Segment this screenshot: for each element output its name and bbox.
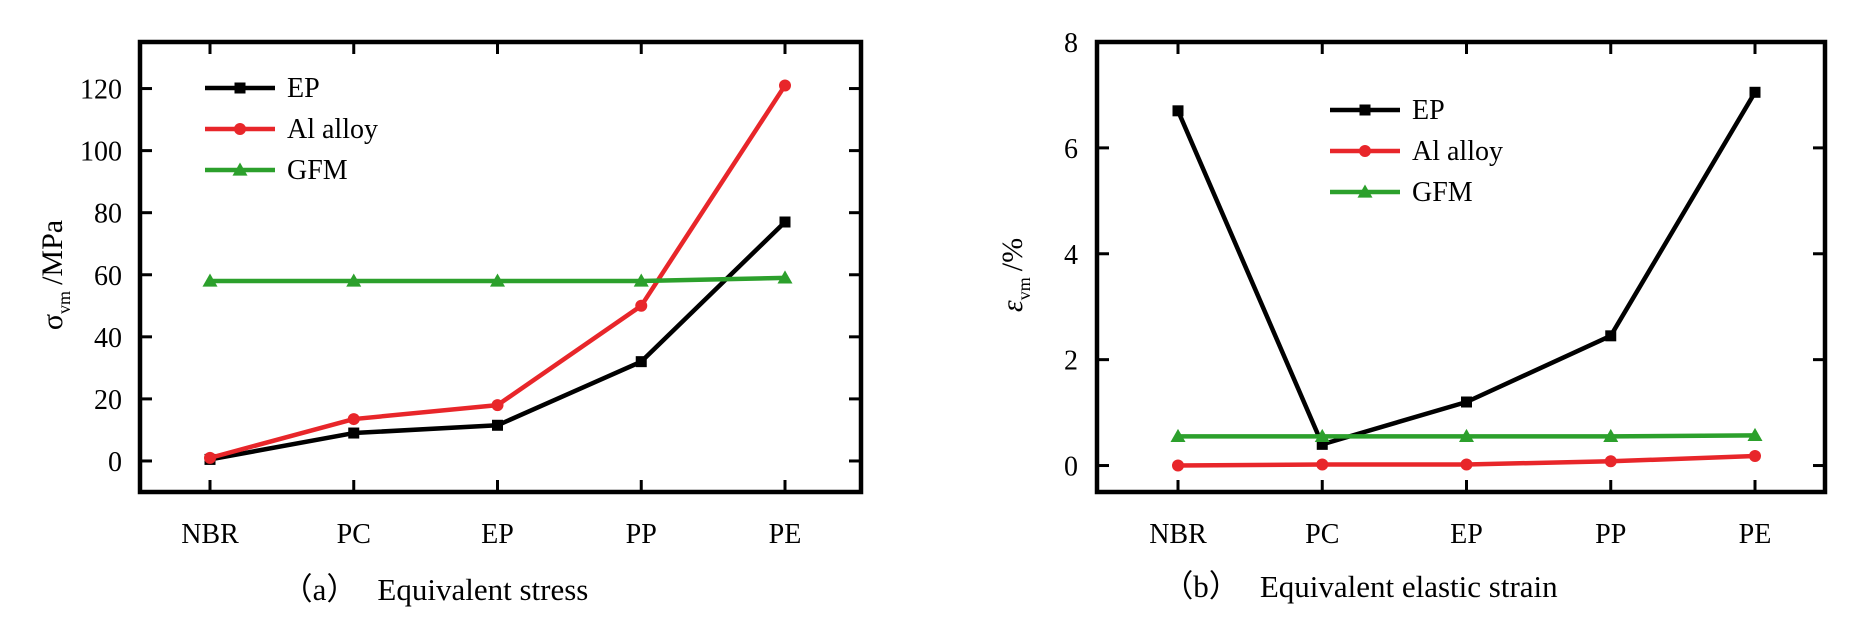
y-tick-label: 120 [80,75,122,106]
data-point-gfm [633,273,649,287]
caption-text: Equivalent stress [377,572,588,607]
legend-marker [1359,104,1371,116]
data-point-gfm [1314,428,1330,443]
y-tick-label: 2 [1064,346,1078,377]
plot-frame [137,39,864,495]
data-point-ep [779,216,791,228]
legend-marker [1359,145,1371,157]
y-axis-subscript: vm [1014,277,1034,300]
data-point-gfm [777,270,793,284]
data-point-al-alloy [1460,458,1473,471]
y-tick-label: 80 [94,199,122,230]
y-axis-label: σvm/MPa [36,220,74,330]
data-point-ep [1316,438,1328,450]
legend-marker [234,123,246,135]
y-axis-symbol: σ [36,314,69,330]
x-tick-label: PE [769,519,802,550]
data-point-al-alloy [1172,459,1184,472]
data-point-ep [1172,105,1184,117]
legend-label: Al alloy [1412,136,1503,167]
data-point-al-alloy [1316,458,1329,471]
y-tick-label: 0 [108,447,122,478]
x-tick-label: PE [1739,519,1772,550]
y-tick-label: 20 [94,385,122,416]
y-axis-label: εvm /% [996,238,1034,312]
legend-label: Al alloy [287,114,378,145]
legend-label: GFM [287,155,348,186]
data-point-ep [492,419,503,431]
legend-label: EP [1412,95,1445,126]
y-tick-label: 100 [80,137,122,168]
x-tick-label: NBR [181,519,239,550]
y-axis-subscript: vm [54,291,74,314]
caption-text: Equivalent elastic strain [1260,569,1558,604]
caption-prefix: （b） [1162,569,1240,604]
x-tick-label: PC [337,519,371,550]
data-point-ep [1749,86,1761,98]
y-axis-unit: /% [996,238,1029,271]
legend-marker [232,162,248,176]
x-tick-label: EP [1450,519,1483,550]
data-point-gfm [346,273,362,287]
y-axis-symbol: ε [996,300,1029,312]
data-point-ep [348,427,360,439]
panel-caption: （b） Equivalent elastic strain [1162,569,1558,604]
x-tick-label: PP [626,519,657,550]
x-tick-label: EP [481,519,514,550]
chart-panel-a: 0 20 40 60 80 100 120 NBR PC EP PP PE EP Al alloy GFM σ… [36,39,864,607]
data-point-gfm [1459,428,1474,443]
y-tick-label: 8 [1064,28,1078,59]
x-tick-label: PP [1595,519,1626,550]
caption-prefix: （a） [282,572,358,607]
data-point-al-alloy [635,299,648,312]
data-point-ep [1605,330,1617,342]
chart-panel-b: 0 2 4 6 8 NBR PC EP PP PE EP Al alloy GFM εvm /% （b） Equ… [996,28,1828,604]
y-tick-label: 0 [1064,452,1078,483]
data-point-al-alloy [347,413,360,426]
data-point-gfm [1747,427,1763,441]
x-tick-label: PC [1305,519,1339,550]
legend-label: EP [287,73,320,104]
y-tick-label: 40 [94,323,122,354]
data-point-al-alloy [491,399,504,412]
data-point-ep [635,356,647,368]
plot-frame [1094,39,1828,495]
data-point-gfm [202,273,218,287]
data-point-al-alloy [1604,455,1617,468]
data-point-al-alloy [1749,450,1761,462]
data-point-al-alloy [204,451,216,464]
data-point-al-alloy [779,79,791,92]
legend-marker [234,82,246,94]
y-tick-label: 4 [1064,240,1078,271]
legend: EP Al alloy GFM [1330,95,1503,208]
legend-marker [1357,184,1373,198]
y-tick-label: 60 [94,261,122,292]
data-point-ep [1461,396,1472,408]
data-point-gfm [490,273,505,287]
legend-label: GFM [1412,177,1473,208]
y-tick-label: 6 [1064,134,1078,165]
y-axis-unit: /MPa [36,220,69,285]
legend: EP Al alloy GFM [205,73,378,186]
data-point-gfm [1603,428,1619,443]
data-point-gfm [1170,428,1186,443]
x-tick-label: NBR [1149,519,1207,550]
panel-caption: （a） Equivalent stress [282,572,589,607]
